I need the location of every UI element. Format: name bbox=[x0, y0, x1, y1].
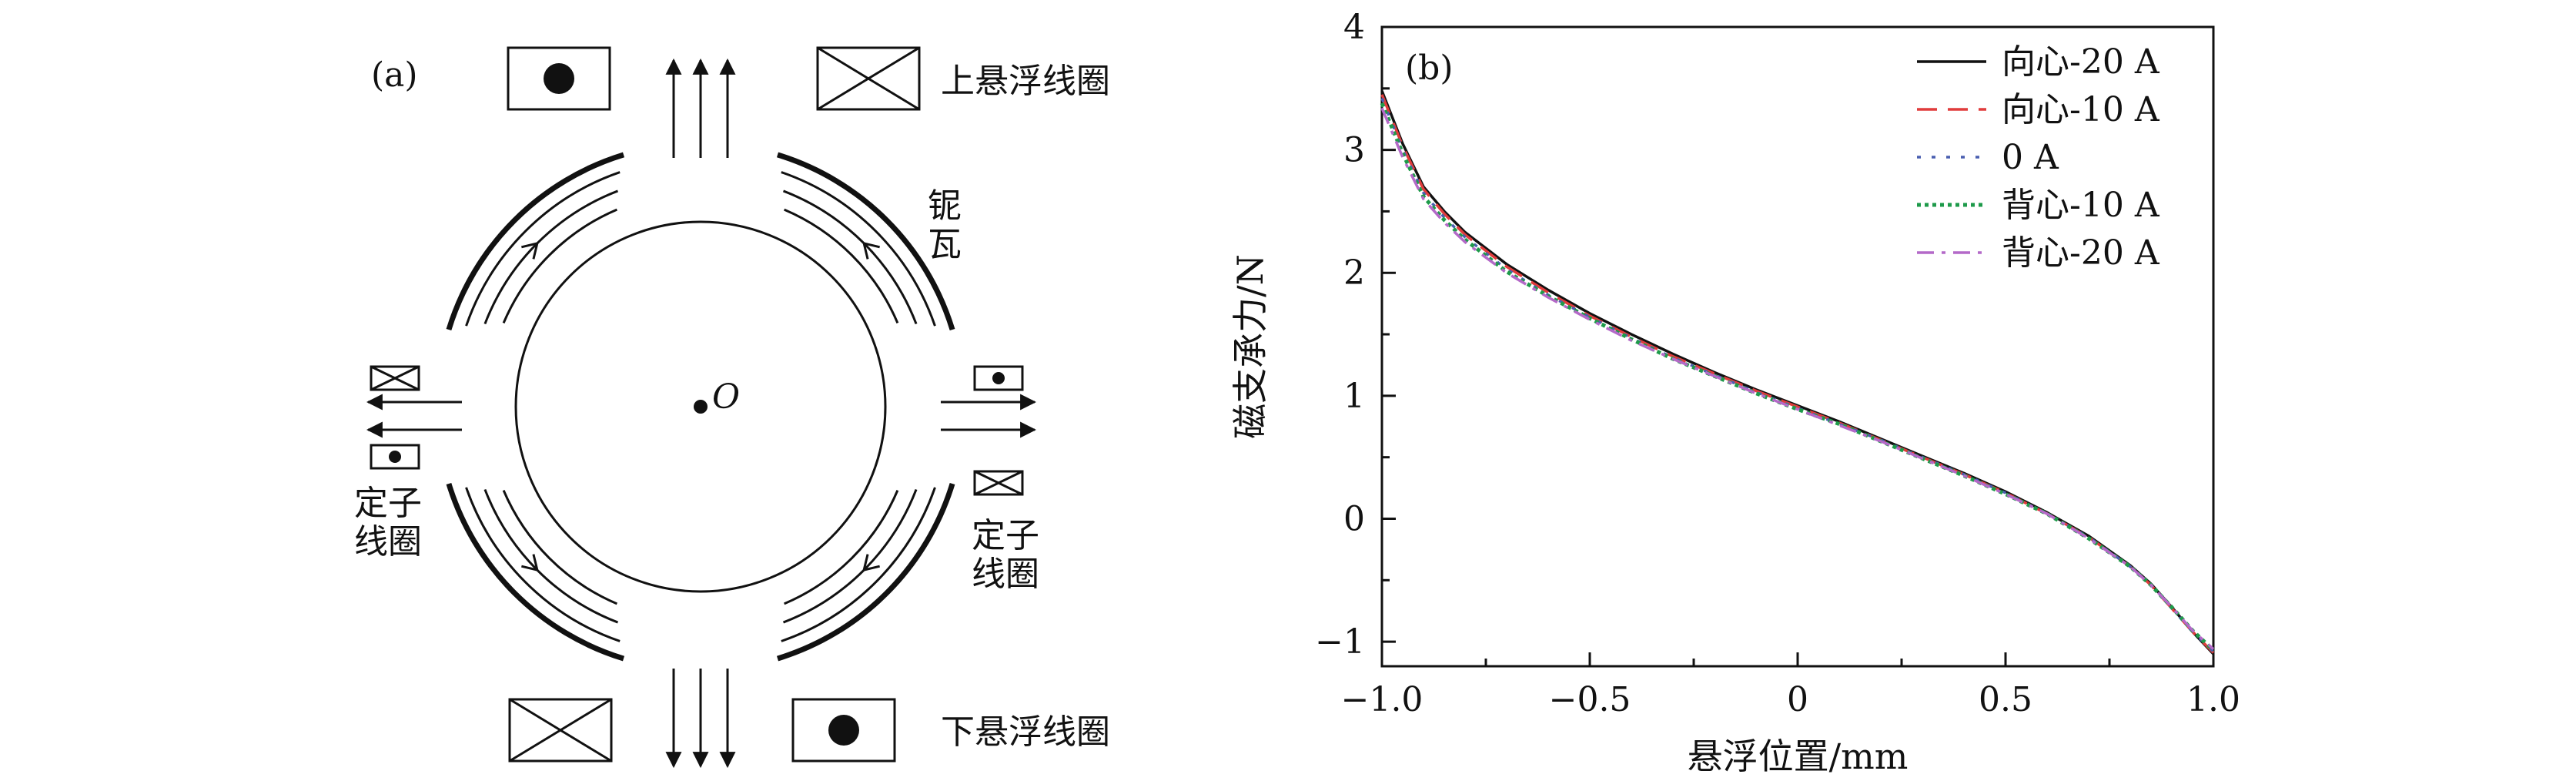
niobium-tile-upper-left bbox=[446, 152, 625, 331]
stator-coil-left-2: 线圈 bbox=[354, 522, 422, 561]
legend: 向心-20 A 向心-10 A 0 A 背心-10 A 背心-20 A bbox=[1917, 42, 2160, 273]
series-lines bbox=[1380, 90, 2215, 655]
center-point bbox=[694, 400, 708, 414]
flux-arc-upper-right bbox=[782, 189, 918, 325]
axis-ticks: −1.0 −0.5 0 0.5 1.0 −1 0 1 2 3 4 bbox=[1315, 8, 2240, 719]
y-tick-label: 3 bbox=[1343, 131, 1365, 170]
niobium-tiles-and-flux bbox=[446, 152, 955, 662]
flux-arrow-lower-right bbox=[862, 554, 880, 572]
down-arrows bbox=[665, 669, 736, 769]
upper-coil-label: 上悬浮线圈 bbox=[941, 62, 1110, 101]
right-stator-coil-dot bbox=[973, 365, 1024, 391]
x-axis-title: 悬浮位置/mm bbox=[1688, 736, 1909, 777]
panel-a-label: (a) bbox=[371, 55, 418, 95]
series-line-2 bbox=[1380, 94, 2215, 654]
left-stator-coil-dot bbox=[370, 444, 420, 470]
y-tick-label: 4 bbox=[1343, 8, 1365, 47]
lower-coil-box-cross bbox=[508, 698, 613, 763]
y-tick-label: 2 bbox=[1343, 253, 1365, 293]
panel-b-label: (b) bbox=[1405, 49, 1454, 88]
x-tick-label: 0 bbox=[1787, 680, 1808, 719]
series-line-5 bbox=[1380, 107, 2215, 650]
center-label: O bbox=[712, 377, 740, 417]
right-arrows bbox=[941, 394, 1037, 438]
lower-coil-label: 下悬浮线圈 bbox=[941, 712, 1110, 752]
flux-arc-lower-left bbox=[483, 488, 619, 624]
flux-arc-upper-left bbox=[465, 171, 621, 327]
left-arrows bbox=[366, 394, 462, 438]
rotor-circle bbox=[514, 220, 887, 593]
x-tick-label: 1.0 bbox=[2186, 680, 2240, 719]
flux-arc-upper-right bbox=[784, 208, 899, 323]
panel-a-diagram: (a) 上悬浮线圈 bbox=[354, 46, 1110, 769]
lower-coil-box-dot bbox=[791, 698, 896, 763]
flux-arc-lower-right bbox=[784, 490, 899, 605]
flux-arc-lower-right bbox=[781, 487, 936, 642]
flux-arc-lower-left bbox=[465, 487, 621, 642]
flux-arc-upper-right bbox=[781, 171, 936, 327]
upper-coil-box-cross bbox=[816, 46, 921, 111]
legend-label: 背心-20 A bbox=[2002, 233, 2160, 273]
series-line-3 bbox=[1380, 97, 2215, 653]
upper-coil-box-dot bbox=[507, 46, 611, 111]
flux-arrow-upper-right bbox=[862, 241, 880, 260]
flux-arrow-lower-left bbox=[521, 554, 539, 572]
stator-coil-right-2: 线圈 bbox=[972, 555, 1039, 594]
stator-coil-right-1: 定子 bbox=[972, 516, 1039, 555]
left-stator-coil-cross bbox=[370, 365, 420, 391]
flux-arrow-upper-left bbox=[521, 241, 539, 260]
niobium-tile-lower-left bbox=[446, 482, 625, 662]
x-tick-label: −0.5 bbox=[1549, 680, 1631, 719]
legend-label: 背心-10 A bbox=[2002, 186, 2160, 225]
y-axis-title: 磁支承力/N bbox=[1229, 254, 1271, 439]
flux-arc-lower-right bbox=[782, 488, 918, 624]
y-tick-label: 0 bbox=[1343, 499, 1365, 538]
niobium-label-1: 铌 bbox=[928, 186, 962, 226]
panel-b-chart: −1.0 −0.5 0 0.5 1.0 −1 0 1 2 3 4 向心-20 A 向心-10 A 0 A… bbox=[1229, 8, 2240, 777]
stator-coil-left-1: 定子 bbox=[354, 484, 422, 523]
niobium-label-2: 瓦 bbox=[928, 225, 962, 264]
niobium-tile-lower-right bbox=[776, 482, 955, 662]
series-line-1 bbox=[1380, 90, 2215, 655]
flux-arc-lower-left bbox=[502, 490, 617, 605]
up-arrows bbox=[665, 58, 736, 158]
y-tick-label: −1 bbox=[1315, 622, 1365, 662]
legend-label: 向心-20 A bbox=[2002, 42, 2160, 82]
x-tick-label: −1.0 bbox=[1341, 680, 1423, 719]
legend-label: 0 A bbox=[2002, 138, 2059, 177]
series-line-4 bbox=[1380, 102, 2215, 652]
x-tick-label: 0.5 bbox=[1979, 680, 2032, 719]
legend-label: 向心-10 A bbox=[2002, 90, 2160, 129]
niobium-tile-upper-right bbox=[776, 152, 955, 331]
y-tick-label: 1 bbox=[1343, 377, 1365, 416]
flux-arc-upper-left bbox=[502, 208, 617, 323]
flux-arc-upper-left bbox=[483, 189, 619, 325]
right-stator-coil-cross bbox=[973, 470, 1024, 496]
